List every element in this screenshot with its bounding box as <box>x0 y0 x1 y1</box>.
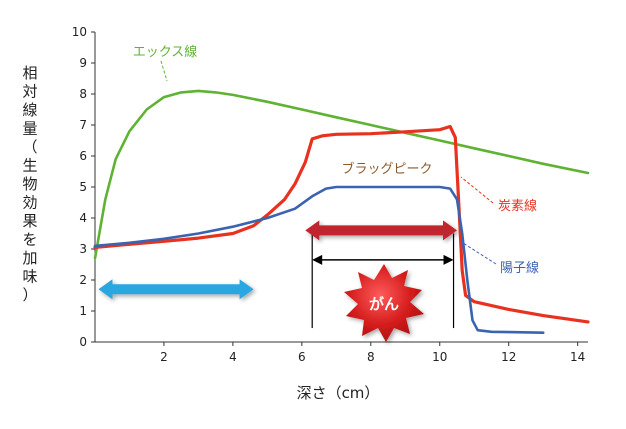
y-axis-title-char: 生 <box>22 157 37 175</box>
y-axis-title-char: 相 <box>22 64 37 82</box>
x-ticks: 2 4 6 8 10 12 14 <box>160 342 585 364</box>
y-axis-title-char: 対 <box>22 83 37 101</box>
y-axis-title-char: 物 <box>22 175 37 193</box>
y-axis-title-char: （ <box>22 138 37 156</box>
proton-label: 陽子線 <box>500 260 539 276</box>
y-tick-label: 2 <box>79 273 87 287</box>
x-tick-label: 14 <box>570 350 585 364</box>
y-axis-title-char: 量 <box>22 120 37 138</box>
y-tick-label: 10 <box>72 25 87 39</box>
y-axis-title-char: ） <box>22 286 37 304</box>
xray-label: エックス線 <box>133 44 198 60</box>
series-line-1 <box>93 124 590 324</box>
y-tick-label: 5 <box>79 180 87 194</box>
series-line-2 <box>93 185 545 335</box>
range-block-arrow <box>98 279 254 300</box>
y-ticks: 0 1 2 3 4 5 6 7 8 9 10 <box>72 25 95 349</box>
tumor-label: がん <box>369 295 399 313</box>
series-lines <box>93 89 590 335</box>
y-tick-label: 0 <box>79 335 87 349</box>
tumor-boundaries <box>311 233 455 329</box>
y-axis-title-char: 効 <box>22 194 37 212</box>
bragg-peak-label: ブラッグピーク <box>341 161 432 177</box>
range-arrows <box>98 220 457 300</box>
y-tick-label: 8 <box>79 87 87 101</box>
y-tick-label: 4 <box>79 211 87 225</box>
y-tick-label: 7 <box>79 118 87 132</box>
y-axis-title-char: 加 <box>22 249 37 267</box>
y-axis-title-char: 果 <box>22 212 37 230</box>
y-tick-label: 9 <box>79 56 87 70</box>
y-tick-label: 3 <box>79 242 87 256</box>
range-block-arrow <box>305 220 457 241</box>
x-tick-label: 2 <box>160 350 168 364</box>
carbon-leader <box>460 176 494 204</box>
tumor-width-arrow-head <box>312 254 323 265</box>
tumor-burst <box>344 264 424 342</box>
y-axis-title-char: 味 <box>22 268 37 286</box>
x-tick-label: 8 <box>367 350 375 364</box>
x-axis-title: 深さ（cm） <box>297 384 380 402</box>
carbon-label: 炭素線 <box>498 198 537 214</box>
tumor-width-arrow-head <box>443 254 454 265</box>
y-tick-label: 6 <box>79 149 87 163</box>
x-tick-label: 12 <box>501 350 516 364</box>
y-axis-title: 相対線量（生物効果を加味） <box>22 64 37 304</box>
proton-leader <box>462 242 497 265</box>
x-tick-label: 10 <box>432 350 447 364</box>
annotations: エックス線 ブラッグピーク 炭素線 陽子線 <box>133 44 539 276</box>
x-tick-label: 4 <box>229 350 237 364</box>
series-line-0 <box>93 89 590 260</box>
y-axis-title-char: を <box>22 231 37 249</box>
tumor-burst-shape <box>344 264 424 342</box>
xray-leader <box>160 60 168 82</box>
y-tick-label: 1 <box>79 304 87 318</box>
x-tick-label: 6 <box>298 350 306 364</box>
y-axis-title-char: 線 <box>22 101 37 119</box>
